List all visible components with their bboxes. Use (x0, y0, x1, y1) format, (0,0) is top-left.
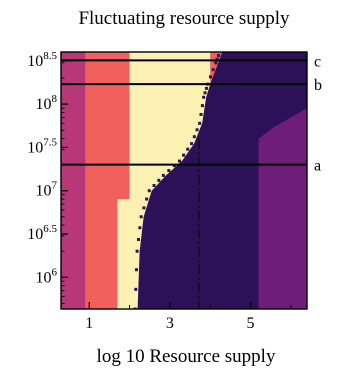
heatmap-speckle (214, 61, 218, 65)
heatmap-speckle (182, 153, 186, 157)
reference-line-label: b (314, 77, 322, 94)
heatmap-speckle (211, 68, 215, 72)
heatmap-speckle (204, 86, 208, 90)
heatmap-speckle (147, 189, 151, 193)
heatmap-right-purple-region (258, 108, 307, 309)
heatmap-speckle (133, 307, 137, 309)
heatmap-speckle (177, 159, 181, 163)
heatmap-dark-region (137, 52, 307, 309)
x-tick-label: 5 (247, 315, 255, 332)
heatmap-speckle (134, 268, 138, 272)
y-tick-label: 107 (36, 180, 58, 200)
reference-line-label: c (314, 53, 321, 70)
heatmap-band (61, 52, 86, 309)
heatmap-speckle (142, 206, 146, 210)
heatmap-speckle (200, 104, 204, 108)
heatmap-light-band (117, 199, 142, 309)
y-tick-label: 106.5 (27, 223, 57, 243)
x-tick-label: 3 (166, 315, 174, 332)
heatmap-speckle (217, 53, 221, 57)
heatmap-speckle (190, 142, 194, 146)
y-tick-label: 106 (36, 266, 58, 286)
heatmap-speckle (192, 135, 196, 139)
heatmap-speckle (157, 178, 161, 182)
heatmap-speckle (195, 128, 199, 132)
chart-title: Fluctuating resource supply (78, 8, 290, 29)
heatmap-speckle (208, 75, 212, 79)
x-tick-label: 1 (85, 315, 93, 332)
heatmap-speckle (186, 147, 190, 151)
x-axis-label: log 10 Resource supply (97, 346, 276, 367)
heatmap-speckle (135, 249, 139, 253)
y-tick-label: 108 (36, 93, 58, 113)
heatmap-speckle (138, 226, 142, 230)
heatmap-speckle (145, 197, 149, 201)
heatmap-speckle (161, 173, 165, 177)
heatmap-speckle (134, 287, 138, 291)
heatmap-speckle (152, 184, 156, 188)
heatmap-speckle (203, 91, 207, 95)
plot-frame (60, 51, 308, 310)
y-tick-label: 107.5 (27, 136, 57, 156)
heatmap-speckle (137, 237, 141, 241)
heatmap-speckle (139, 215, 143, 219)
heatmap-speckle (172, 164, 176, 168)
heatmap-speckle (215, 57, 219, 61)
heatmap-speckle (198, 121, 202, 125)
heatmap-speckle (202, 95, 206, 99)
y-tick-label: 108.5 (27, 50, 57, 70)
heatmap-speckle (199, 112, 203, 116)
heatmap-speckle (167, 169, 171, 173)
reference-line-label: a (314, 158, 321, 175)
